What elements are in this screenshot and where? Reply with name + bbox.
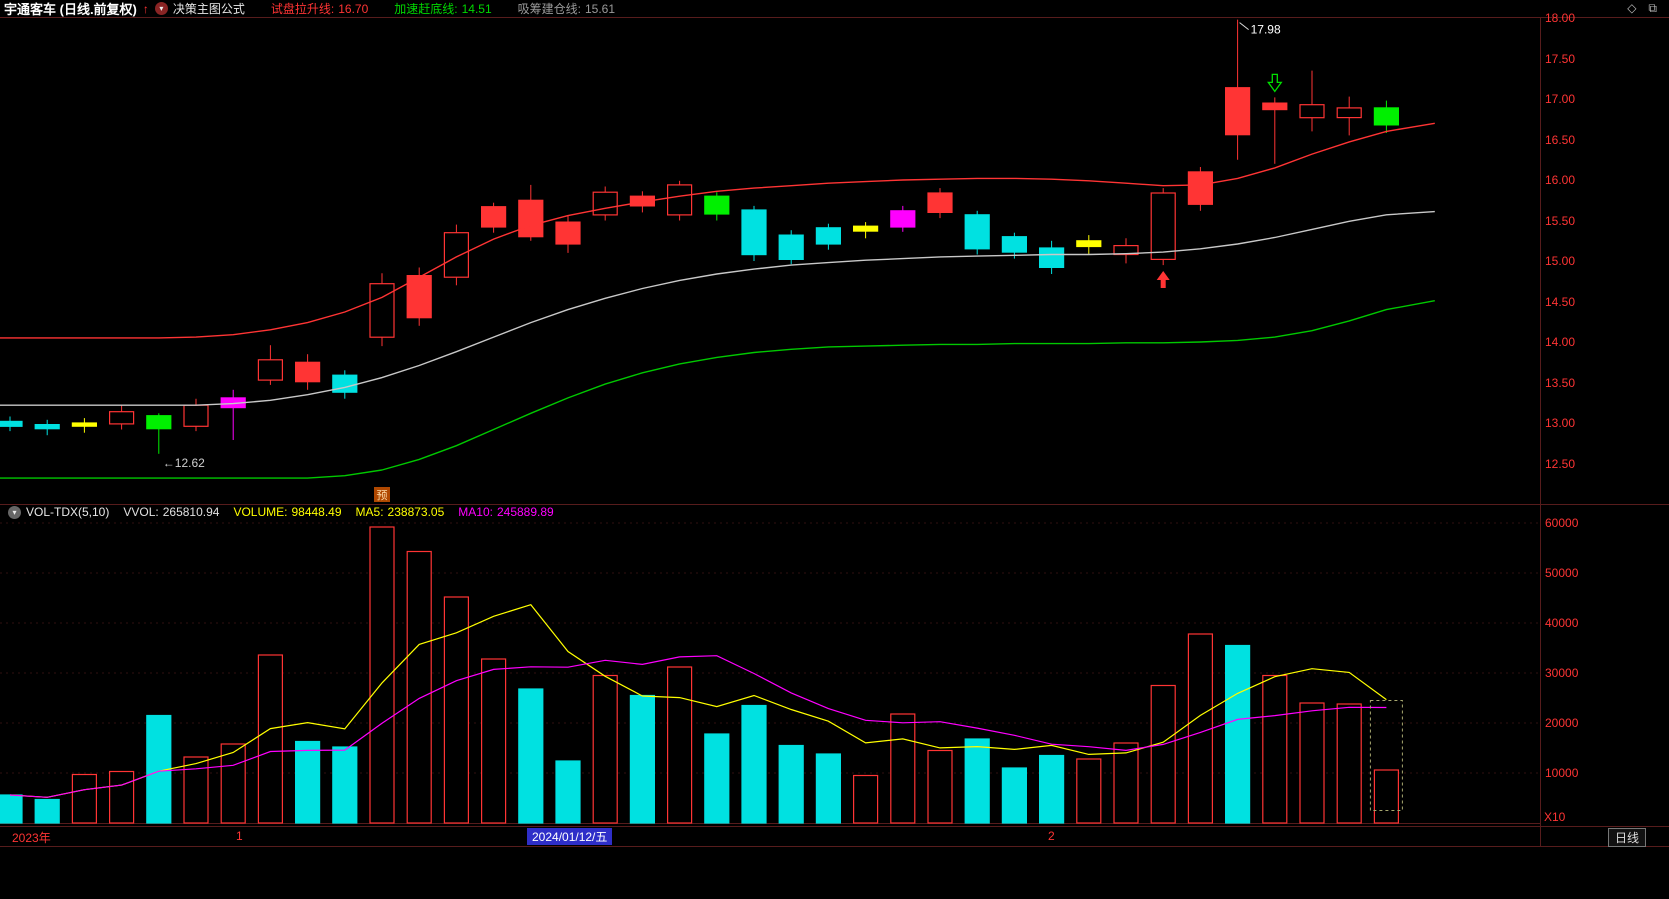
selected-date-label: 2024/01/12/五	[527, 828, 613, 845]
collapse-volume-pane-icon[interactable]: ▾	[8, 505, 21, 519]
volume-ma5-value: MA5: 238873.05	[355, 505, 445, 519]
indicator-jiasuganclixian: 加速赶底线: 14.51	[394, 2, 492, 16]
pane-divider	[0, 826, 1669, 827]
high-price-annotation: 17.98	[1251, 23, 1281, 37]
pane-divider	[0, 846, 1669, 847]
indicator-value: 16.70	[338, 2, 369, 16]
indicator-value: 14.51	[461, 2, 492, 16]
maximize-icon[interactable]: ⧉	[1648, 1, 1657, 15]
timeline-label: 2	[1048, 829, 1055, 843]
price-axis-label: 17.50	[1545, 51, 1576, 66]
price-axis-label: 13.00	[1545, 416, 1576, 430]
collapse-main-pane-icon[interactable]: ▾	[154, 2, 168, 15]
sell-signal-down-arrow-icon	[1267, 73, 1283, 93]
volume-axis-label: 50000	[1545, 566, 1579, 580]
volume-pane-header: ▾ VOL-TDX(5,10) VVOL: 265810.94 VOLUME: 98…	[0, 505, 1542, 519]
header-toolbar: ◇ ⧉	[1627, 1, 1657, 16]
price-axis-label: 14.50	[1545, 294, 1576, 309]
diamond-icon[interactable]: ◇	[1627, 1, 1637, 15]
timeline-label: 1	[236, 829, 243, 843]
indicator-shipanlashengxian: 试盘拉升线: 16.70	[270, 2, 369, 16]
trend-up-icon: ↑	[142, 1, 149, 16]
price-axis-label: 16.00	[1545, 173, 1576, 187]
price-axis-label: 17.00	[1545, 92, 1576, 106]
volume-axis-label: 10000	[1545, 766, 1579, 780]
volume-axis-label: 30000	[1545, 666, 1579, 680]
period-selector[interactable]: 日线	[1608, 828, 1647, 847]
price-axis-label: 16.50	[1545, 132, 1576, 147]
volume-axis-label: 20000	[1545, 716, 1579, 730]
volume-axis-label: 40000	[1545, 616, 1579, 630]
axis-divider	[1540, 17, 1541, 846]
timeline-label: 2023年	[12, 831, 51, 845]
main-candlestick-chart[interactable]: ←12.62 预 17.98	[0, 18, 1540, 505]
indicator-xichoujiancangxian: 吸筹建仓线: 15.61	[517, 2, 616, 16]
price-axis-label: 15.00	[1545, 254, 1576, 268]
price-axis-label: 13.50	[1545, 375, 1576, 390]
timeline-bar: 2023年 1 2024/01/12/五 2	[0, 827, 1669, 846]
volume-value: VOLUME: 98448.49	[233, 505, 342, 519]
volume-axis-label: 60000	[1545, 516, 1579, 530]
main-formula-name[interactable]: 决策主图公式	[172, 2, 245, 16]
low-price-annotation: ←12.62	[163, 456, 205, 470]
price-axis-label: 14.00	[1545, 335, 1576, 349]
chart-header: 宇通客车 (日线.前复权) ↑ ▾ 决策主图公式 试盘拉升线: 16.70 加速赶…	[0, 0, 1669, 17]
price-axis-label: 12.50	[1545, 456, 1576, 471]
price-axis-label: 15.50	[1545, 213, 1576, 228]
volume-ma10-value: MA10: 245889.89	[458, 505, 554, 519]
alert-badge: 预	[377, 489, 388, 502]
pane-divider	[0, 504, 1669, 505]
indicator-value: 15.61	[585, 2, 616, 16]
volume-chart[interactable]	[0, 520, 1540, 826]
volume-indicator-name[interactable]: VOL-TDX(5,10)	[26, 505, 110, 519]
stock-title[interactable]: 宇通客车 (日线.前复权)	[4, 2, 137, 17]
buy-signal-up-arrow-icon	[1156, 271, 1170, 289]
pane-divider	[0, 17, 1669, 18]
vvol-value: VVOL: 265810.94	[123, 505, 220, 519]
volume-unit-label: X10	[1544, 810, 1566, 824]
